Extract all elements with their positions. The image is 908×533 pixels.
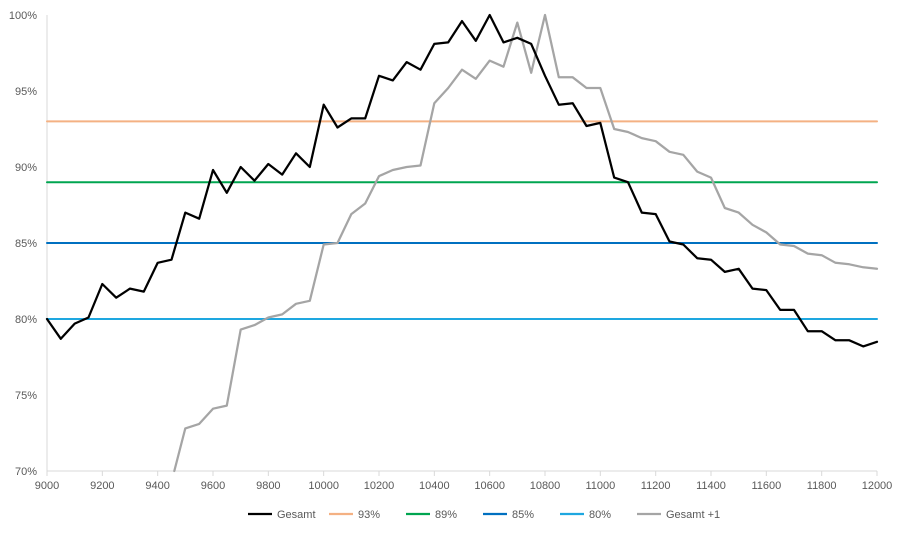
x-tick-label: 9200 bbox=[90, 480, 114, 492]
legend-label: Gesamt +1 bbox=[666, 509, 720, 521]
legend-item-gesamt-1: Gesamt +1 bbox=[637, 509, 720, 521]
y-tick-label: 85% bbox=[15, 238, 37, 250]
legend-label: 85% bbox=[512, 509, 534, 521]
x-tick-label: 12000 bbox=[862, 480, 893, 492]
x-tick-label: 10800 bbox=[530, 480, 561, 492]
legend-item-gesamt: Gesamt bbox=[248, 509, 316, 521]
x-tick-label: 11800 bbox=[807, 480, 837, 492]
legend-label: 93% bbox=[358, 509, 380, 521]
x-tick-label: 9000 bbox=[35, 480, 59, 492]
x-axis-ticks: 9000 9200 9400 9600 9800 10000 10200 10400 10600… bbox=[35, 471, 893, 492]
y-tick-label: 75% bbox=[15, 390, 37, 402]
legend-label: Gesamt bbox=[277, 509, 316, 521]
x-tick-label: 9800 bbox=[256, 480, 280, 492]
legend: Gesamt 93% 89% 85% 80% Gesamt +1 bbox=[248, 509, 720, 521]
legend-item-85: 85% bbox=[483, 509, 534, 521]
x-tick-label: 10600 bbox=[474, 480, 505, 492]
x-tick-label: 11400 bbox=[696, 480, 726, 492]
legend-item-80: 80% bbox=[560, 509, 611, 521]
legend-label: 80% bbox=[589, 509, 611, 521]
x-tick-label: 10400 bbox=[419, 480, 450, 492]
legend-item-89: 89% bbox=[406, 509, 457, 521]
series-line-gesamt-1 bbox=[173, 13, 879, 473]
x-tick-label: 11000 bbox=[585, 480, 615, 492]
series-line-gesamt bbox=[45, 13, 879, 348]
x-tick-label: 10000 bbox=[308, 480, 339, 492]
x-tick-label: 11600 bbox=[751, 480, 781, 492]
series-layer bbox=[45, 13, 879, 473]
x-tick-label: 9600 bbox=[201, 480, 225, 492]
y-tick-label: 70% bbox=[15, 466, 37, 478]
y-axis-ticks: 70% 75% 80% 85% 90% 95% 100% bbox=[9, 10, 37, 478]
x-tick-label: 9400 bbox=[145, 480, 169, 492]
x-tick-label: 11200 bbox=[641, 480, 671, 492]
legend-item-93: 93% bbox=[329, 509, 380, 521]
x-tick-label: 10200 bbox=[364, 480, 395, 492]
y-tick-label: 90% bbox=[15, 162, 37, 174]
y-tick-label: 80% bbox=[15, 314, 37, 326]
y-tick-label: 100% bbox=[9, 10, 37, 22]
legend-label: 89% bbox=[435, 509, 457, 521]
y-tick-label: 95% bbox=[15, 86, 37, 98]
